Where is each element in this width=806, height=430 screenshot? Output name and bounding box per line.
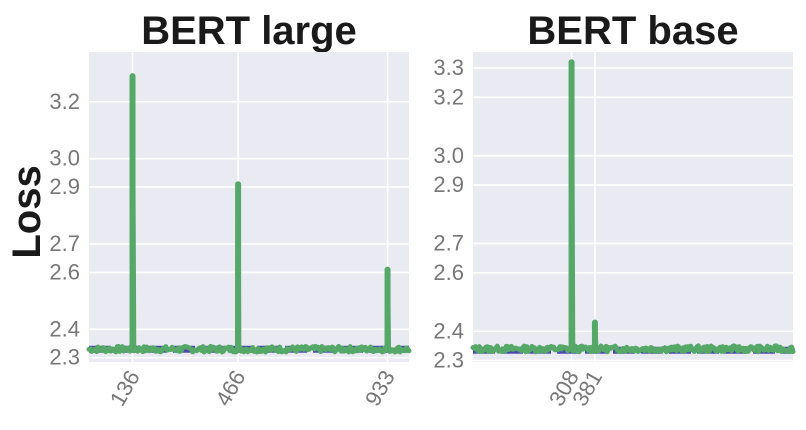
loss-series-line xyxy=(86,73,412,355)
y-tick-label: 3.3 xyxy=(433,55,464,80)
y-tick-label: 3.2 xyxy=(49,89,80,114)
loss-series-line xyxy=(470,59,796,355)
y-tick-label: 3.0 xyxy=(433,143,464,168)
x-tick-label: 933 xyxy=(360,366,400,410)
panel-title: BERT large xyxy=(141,9,357,53)
y-tick-label: 2.4 xyxy=(49,316,80,341)
y-axis-label: Loss xyxy=(5,165,49,258)
y-tick-label: 3.0 xyxy=(49,146,80,171)
y-tick-label: 2.4 xyxy=(433,318,464,343)
panel-bert-large: BERT large 3.2 3.0 2.9 2.7 2.6 2.4 2.3 136 466 93… xyxy=(49,9,412,410)
y-tick-label: 2.7 xyxy=(49,231,80,256)
y-tick-label: 2.9 xyxy=(49,174,80,199)
y-tick-label: 2.6 xyxy=(49,259,80,284)
y-tick-label: 2.3 xyxy=(433,348,464,373)
y-tick-label: 3.2 xyxy=(433,84,464,109)
y-tick-label: 2.6 xyxy=(433,260,464,285)
plot-area xyxy=(473,52,793,362)
y-tick-label: 2.3 xyxy=(49,345,80,370)
y-tick-label: 2.7 xyxy=(433,231,464,256)
x-tick-label: 466 xyxy=(210,366,250,410)
panel-title: BERT base xyxy=(527,9,738,53)
y-tick-label: 2.9 xyxy=(433,172,464,197)
plot-area xyxy=(89,52,409,362)
x-tick-label: 136 xyxy=(105,366,145,410)
